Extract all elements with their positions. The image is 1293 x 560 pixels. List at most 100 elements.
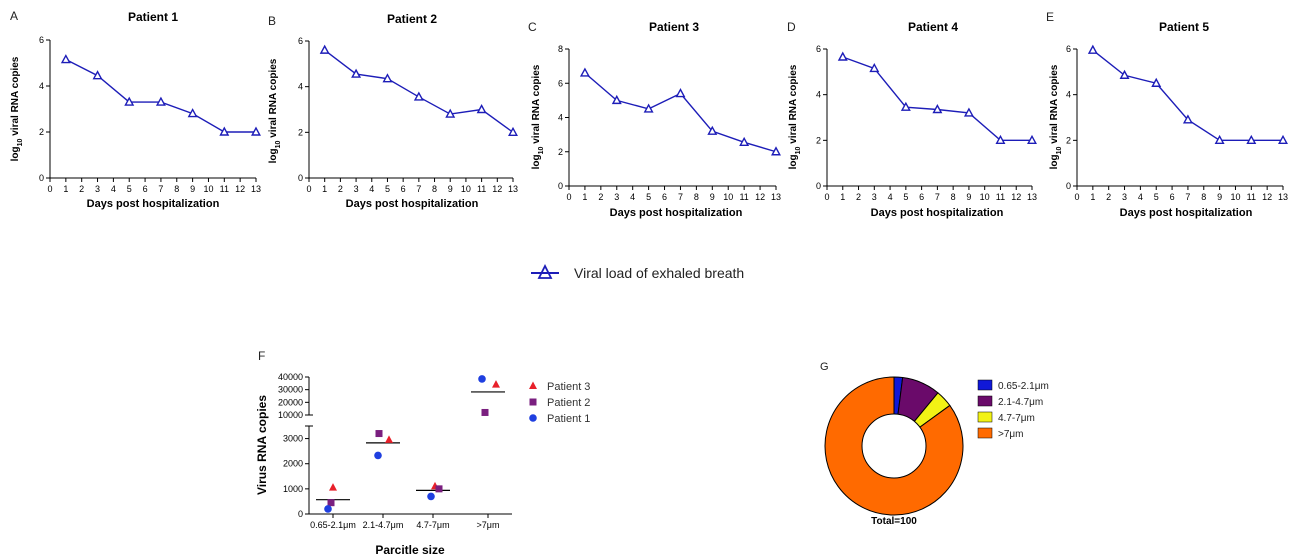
data-point-triangle (739, 136, 750, 147)
legend-label: Patient 3 (547, 381, 590, 393)
data-point-circle (478, 375, 486, 383)
panel-d-y-axis: 0 2 4 6 (816, 44, 828, 191)
x-tick-label: 11 (1247, 192, 1256, 202)
x-tick-label: 4 (111, 184, 116, 194)
data-point-triangle (508, 126, 518, 137)
series-line (324, 49, 514, 133)
x-tick-label: 8 (951, 192, 956, 202)
panel-letter-g: G (820, 361, 829, 373)
x-tick-label: 9 (1217, 192, 1222, 202)
panel-d-ylabel: log10 viral RNA copies (788, 64, 802, 169)
y-tick-label: 4 (558, 113, 563, 123)
y-tick-label: 0 (298, 509, 303, 519)
panel-a-y-axis: 0 2 4 6 (39, 35, 51, 183)
data-point-triangle (413, 91, 424, 101)
y-tick-label: 2 (558, 147, 563, 157)
legend-swatch (977, 395, 993, 407)
panel-e-xlabel: Days post hospitalization (1120, 207, 1253, 219)
x-tick-label: >7μm (477, 520, 500, 530)
x-tick-label: 2 (79, 184, 84, 194)
x-tick-label: 12 (1011, 192, 1021, 202)
panel-e-title: Patient 5 (1159, 20, 1209, 34)
x-tick-label: 7 (935, 192, 940, 202)
x-tick-label: 10 (1230, 192, 1240, 202)
data-point-triangle (124, 96, 135, 106)
y-tick-label: 3000 (283, 434, 303, 444)
panel-a-title: Patient 1 (128, 10, 178, 24)
y-tick-label: 0 (816, 181, 821, 191)
data-point-triangle (187, 108, 198, 118)
x-tick-label: 9 (710, 192, 715, 202)
x-tick-label: 3 (614, 192, 619, 202)
x-tick-label: 8 (432, 184, 437, 194)
x-tick-label: 1 (1090, 192, 1095, 202)
panel-b-y-axis: 0 2 4 6 (298, 36, 310, 183)
x-tick-label: 8 (1201, 192, 1206, 202)
x-tick-label: 1 (322, 184, 327, 194)
x-tick-label: 3 (95, 184, 100, 194)
data-point-triangle (329, 483, 337, 491)
x-tick-label: 5 (646, 192, 651, 202)
data-point-circle (324, 505, 332, 513)
x-tick-label: 0.65-2.1μm (310, 520, 356, 530)
x-tick-label: 8 (694, 192, 699, 202)
line-legend: Viral load of exhaled breath (531, 263, 744, 281)
panel-c-x-axis: 0 1 2 3 4 5 6 7 8 9 10 11 12 13 (566, 185, 781, 202)
x-tick-label: 6 (919, 192, 924, 202)
legend-label: Patient 2 (547, 397, 590, 409)
data-point-triangle (837, 51, 848, 61)
x-tick-label: 11 (996, 192, 1005, 202)
legend-label: 4.7-7μm (998, 413, 1035, 424)
panel-c-series (579, 67, 781, 156)
x-tick-label: 10 (980, 192, 990, 202)
data-point-triangle (385, 435, 393, 443)
panel-f-x-axis: 0.65-2.1μm 2.1-4.7μm 4.7-7μm >7μm (309, 513, 512, 530)
x-tick-label: 7 (1185, 192, 1190, 202)
series-line (584, 72, 777, 153)
legend-label: Patient 1 (547, 413, 590, 425)
data-point-triangle (92, 70, 103, 80)
y-tick-label: 6 (558, 78, 563, 88)
data-point-triangle (445, 108, 456, 118)
y-tick-label: 4 (1066, 90, 1071, 100)
panel-a-ylabel: log10 viral RNA copies (10, 56, 24, 161)
x-tick-label: 13 (1278, 192, 1288, 202)
data-point-square (327, 499, 335, 507)
y-tick-label: 6 (39, 35, 44, 45)
x-tick-label: 1 (582, 192, 587, 202)
y-tick-label: 30000 (278, 385, 303, 395)
panel-d-xlabel: Days post hospitalization (871, 207, 1004, 219)
x-tick-label: 12 (235, 184, 245, 194)
x-tick-label: 2 (598, 192, 603, 202)
data-point-triangle (219, 126, 230, 136)
data-point-triangle (932, 104, 943, 114)
series-line (1092, 49, 1283, 142)
data-point-triangle (1182, 114, 1193, 124)
y-tick-label: 0 (558, 181, 563, 191)
x-tick-label: 6 (401, 184, 406, 194)
panel-e-x-axis: 0 1 2 3 4 5 6 7 8 9 10 11 12 13 (1074, 185, 1288, 202)
legend-label: 0.65-2.1μm (998, 381, 1049, 392)
data-point-square (435, 485, 443, 493)
panel-f-xlabel: Parcitle size (375, 543, 445, 557)
data-point-triangle (611, 94, 622, 105)
panel-letter-f: F (258, 349, 265, 363)
y-tick-label: 4 (816, 90, 821, 100)
x-tick-label: 7 (678, 192, 683, 202)
y-tick-label: 6 (1066, 44, 1071, 54)
panel-letter-a: A (10, 9, 18, 23)
data-point-triangle (60, 54, 71, 64)
x-tick-label: 6 (662, 192, 667, 202)
x-tick-label: 13 (1027, 192, 1037, 202)
panel-c-ylabel: log10 viral RNA copies (531, 64, 545, 169)
data-point-square (481, 408, 489, 416)
x-tick-label: 0 (1074, 192, 1079, 202)
y-tick-label: 6 (816, 44, 821, 54)
data-point-triangle (1027, 134, 1037, 145)
x-tick-label: 3 (354, 184, 359, 194)
x-tick-label: 9 (448, 184, 453, 194)
legend-swatch (977, 379, 993, 391)
legend-square-icon (529, 398, 537, 406)
